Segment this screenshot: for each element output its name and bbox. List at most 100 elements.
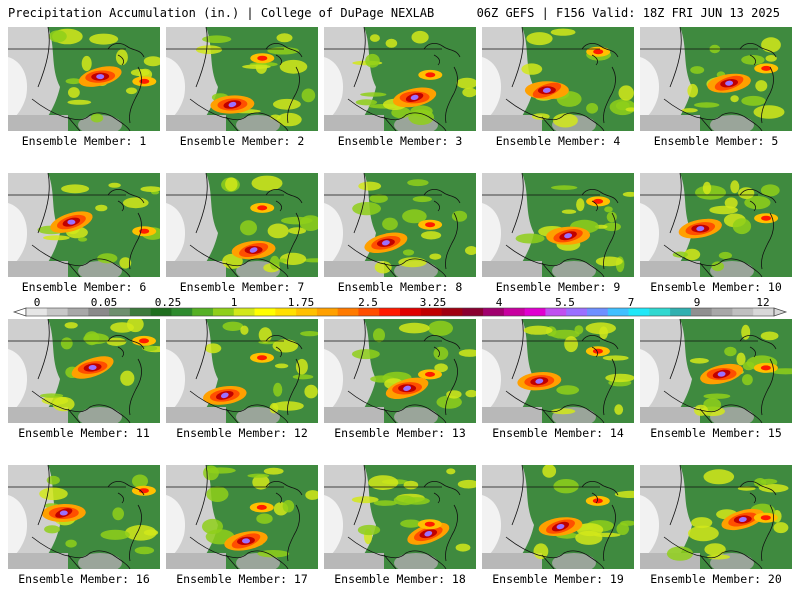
ensemble-member-label: Ensemble Member: 12 — [176, 426, 308, 440]
ensemble-member-label: Ensemble Member: 2 — [179, 134, 305, 148]
colorbar-swatch — [379, 308, 401, 316]
colorbar-tick-label: 0.05 — [91, 296, 118, 309]
colorbar-swatch — [690, 308, 713, 316]
colorbar-swatch — [441, 308, 463, 316]
colorbar-max-arrow — [773, 307, 788, 317]
colorbar-tick-label: 12 — [756, 296, 769, 309]
ensemble-member-label: Ensemble Member: 5 — [653, 134, 779, 148]
colorbar-tick-label: 9 — [694, 296, 701, 309]
ensemble-panel-5 — [640, 27, 792, 131]
ensemble-member-label: Ensemble Member: 14 — [492, 426, 624, 440]
colorbar-min-arrow — [12, 307, 27, 317]
model-run-info: 06Z GEFS | F156 Valid: 18Z FRI JUN 13 20… — [476, 6, 780, 20]
colorbar-swatch — [26, 308, 48, 316]
ensemble-panel-4 — [482, 27, 634, 131]
colorbar-swatch — [503, 308, 526, 316]
ensemble-member-label: Ensemble Member: 13 — [334, 426, 466, 440]
colorbar-swatch — [524, 308, 546, 316]
map-title: Precipitation Accumulation (in.) | Colle… — [8, 6, 435, 20]
colorbar-swatch — [275, 308, 297, 316]
ensemble-member-label: Ensemble Member: 16 — [18, 572, 150, 586]
colorbar-tick-label: 3.25 — [420, 296, 447, 309]
ensemble-panel-6 — [8, 173, 160, 277]
colorbar-swatch — [67, 308, 89, 316]
ensemble-member-label: Ensemble Member: 20 — [650, 572, 782, 586]
colorbar-swatch — [316, 308, 339, 316]
precip-map — [640, 27, 792, 131]
colorbar-swatch — [192, 308, 214, 316]
precip-map — [482, 465, 634, 569]
ensemble-panel-19 — [482, 465, 634, 569]
colorbar-tick-label: 1 — [231, 296, 238, 309]
ensemble-panel-12 — [166, 319, 318, 423]
ensemble-panel-11 — [8, 319, 160, 423]
ensemble-member-label: Ensemble Member: 10 — [650, 280, 782, 294]
ensemble-panel-1 — [8, 27, 160, 131]
colorbar-swatch — [88, 308, 110, 316]
ensemble-member-label: Ensemble Member: 7 — [179, 280, 305, 294]
ensemble-panel-13 — [324, 319, 476, 423]
ensemble-member-label: Ensemble Member: 19 — [492, 572, 624, 586]
ensemble-member-label: Ensemble Member: 9 — [495, 280, 621, 294]
precip-map — [640, 465, 792, 569]
colorbar-swatch — [254, 308, 276, 316]
precip-map — [482, 173, 634, 277]
ensemble-panel-3 — [324, 27, 476, 131]
ensemble-member-label: Ensemble Member: 8 — [337, 280, 463, 294]
precip-map — [166, 173, 318, 277]
colorbar-swatch — [358, 308, 380, 316]
precip-map — [324, 27, 476, 131]
ensemble-panel-2 — [166, 27, 318, 131]
colorbar-swatch — [420, 308, 442, 316]
colorbar-tick-label: 7 — [628, 296, 635, 309]
colorbar-swatch — [109, 308, 131, 316]
colorbar-swatch — [150, 308, 172, 316]
ensemble-member-label: Ensemble Member: 3 — [337, 134, 463, 148]
ensemble-panel-7 — [166, 173, 318, 277]
ensemble-panel-8 — [324, 173, 476, 277]
colorbar-swatch — [670, 308, 692, 316]
colorbar-swatch — [649, 308, 671, 316]
colorbar-swatch — [711, 308, 733, 316]
colorbar-swatch — [46, 308, 68, 316]
colorbar-swatch — [129, 308, 152, 316]
ensemble-member-label: Ensemble Member: 17 — [176, 572, 308, 586]
precip-map — [166, 465, 318, 569]
precip-map — [166, 27, 318, 131]
colorbar-swatch — [462, 308, 484, 316]
ensemble-member-label: Ensemble Member: 15 — [650, 426, 782, 440]
colorbar-swatch — [753, 308, 775, 316]
colorbar-swatch — [171, 308, 193, 316]
colorbar-swatch — [566, 308, 588, 316]
colorbar-swatch — [628, 308, 650, 316]
colorbar-tick-label: 1.75 — [288, 296, 315, 309]
precip-map — [482, 27, 634, 131]
colorbar-swatch — [233, 308, 255, 316]
colorbar-swatch — [213, 308, 235, 316]
colorbar-swatch — [296, 308, 318, 316]
colorbar-swatch — [607, 308, 629, 316]
precip-map — [482, 319, 634, 423]
ensemble-panel-18 — [324, 465, 476, 569]
precip-map — [640, 319, 792, 423]
precip-map — [324, 319, 476, 423]
precip-map — [8, 27, 160, 131]
precip-map — [8, 173, 160, 277]
colorbar-swatch — [545, 308, 567, 316]
ensemble-panel-9 — [482, 173, 634, 277]
precip-map — [324, 465, 476, 569]
precip-map — [324, 173, 476, 277]
ensemble-panel-10 — [640, 173, 792, 277]
precip-map — [166, 319, 318, 423]
colorbar-swatch — [337, 308, 359, 316]
ensemble-member-label: Ensemble Member: 4 — [495, 134, 621, 148]
colorbar-tick-label: 2.5 — [358, 296, 378, 309]
ensemble-panel-17 — [166, 465, 318, 569]
precip-map — [8, 319, 160, 423]
colorbar-tick-label: 4 — [496, 296, 503, 309]
precip-map — [8, 465, 160, 569]
ensemble-member-label: Ensemble Member: 18 — [334, 572, 466, 586]
colorbar-swatch — [483, 308, 505, 316]
precip-map — [640, 173, 792, 277]
colorbar-swatch — [400, 308, 422, 316]
